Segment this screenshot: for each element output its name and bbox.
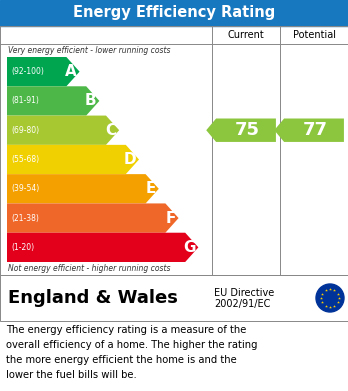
- Text: (92-100): (92-100): [11, 67, 44, 76]
- Polygon shape: [7, 145, 139, 174]
- Polygon shape: [274, 118, 344, 142]
- Polygon shape: [7, 174, 159, 203]
- Text: (69-80): (69-80): [11, 126, 39, 135]
- Polygon shape: [7, 86, 100, 116]
- Text: E: E: [145, 181, 156, 196]
- Polygon shape: [7, 203, 179, 233]
- Polygon shape: [7, 57, 80, 86]
- Text: EU Directive: EU Directive: [214, 288, 274, 298]
- Polygon shape: [206, 118, 276, 142]
- Circle shape: [316, 284, 344, 312]
- Text: Current: Current: [228, 30, 264, 40]
- Text: the more energy efficient the home is and the: the more energy efficient the home is an…: [6, 355, 237, 365]
- Polygon shape: [7, 116, 119, 145]
- Bar: [0, 26, 348, 275]
- Text: Energy Efficiency Rating: Energy Efficiency Rating: [73, 5, 275, 20]
- Text: C: C: [105, 123, 116, 138]
- Text: England & Wales: England & Wales: [8, 289, 178, 307]
- Text: (21-38): (21-38): [11, 213, 39, 222]
- Bar: [0, 275, 348, 321]
- Text: The energy efficiency rating is a measure of the: The energy efficiency rating is a measur…: [6, 325, 246, 335]
- Text: A: A: [65, 64, 77, 79]
- Text: (55-68): (55-68): [11, 155, 39, 164]
- Text: lower the fuel bills will be.: lower the fuel bills will be.: [6, 370, 137, 380]
- Text: D: D: [123, 152, 136, 167]
- Text: (1-20): (1-20): [11, 243, 34, 252]
- Text: overall efficiency of a home. The higher the rating: overall efficiency of a home. The higher…: [6, 340, 258, 350]
- Text: (81-91): (81-91): [11, 97, 39, 106]
- Text: Very energy efficient - lower running costs: Very energy efficient - lower running co…: [8, 46, 171, 55]
- Text: B: B: [85, 93, 96, 108]
- Text: Not energy efficient - higher running costs: Not energy efficient - higher running co…: [8, 264, 171, 273]
- Polygon shape: [7, 233, 198, 262]
- Text: 2002/91/EC: 2002/91/EC: [214, 299, 270, 309]
- Text: F: F: [165, 211, 176, 226]
- Text: (39-54): (39-54): [11, 184, 39, 193]
- Bar: [0, 0, 348, 26]
- Text: 77: 77: [303, 121, 328, 139]
- Text: 75: 75: [235, 121, 260, 139]
- Text: Potential: Potential: [293, 30, 335, 40]
- Text: G: G: [183, 240, 195, 255]
